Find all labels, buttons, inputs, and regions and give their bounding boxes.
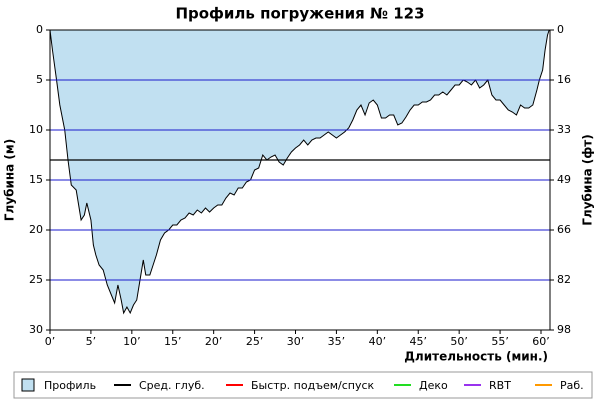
x-tick-label: 5’ [86,335,97,348]
legend-label: Раб. [560,379,584,392]
y-tick-label: 10 [29,123,43,136]
x-tick-label: 45’ [409,335,427,348]
y-tick-label: 15 [29,173,43,186]
chart-title: Профиль погружения № 123 [175,5,424,23]
y2-tick-label: 33 [557,123,571,136]
plot-border [49,29,551,331]
y2-tick-label: 49 [557,173,571,186]
profile-area [49,29,550,315]
legend-box [13,371,593,399]
x-tick-label: 30’ [287,335,305,348]
legend-label: Сред. глуб. [139,379,205,392]
legend-label: RBT [489,379,511,392]
legend-label: Деко [419,379,448,392]
legend-label: Профиль [44,379,96,392]
y-tick-label: 25 [29,273,43,286]
x-tick-label: 50’ [450,335,468,348]
y-tick-label: 5 [36,73,43,86]
x-tick-label: 60’ [532,335,550,348]
x-tick-label: 0’ [45,335,56,348]
y-tick-label: 30 [29,323,43,336]
y2-tick-label: 98 [557,323,571,336]
y-tick-label: 20 [29,223,43,236]
x-tick-label: 20’ [205,335,223,348]
legend-swatch [21,378,35,392]
x-tick-label: 15’ [164,335,182,348]
x-tick-label: 10’ [123,335,141,348]
y2-axis-label: Глубина (фт) [581,134,595,225]
x-tick-label: 35’ [328,335,346,348]
x-axis-label: Длительность (мин.) [404,350,548,364]
y-tick-label: 0 [36,23,43,36]
legend-label: Быстр. подъем/спуск [251,379,375,392]
y-axis-label: Глубина (м) [3,139,17,221]
y2-tick-label: 0 [557,23,564,36]
x-tick-label: 25’ [246,335,264,348]
y2-tick-label: 82 [557,273,571,286]
x-tick-label: 40’ [369,335,387,348]
y2-tick-label: 16 [557,73,571,86]
y2-tick-label: 66 [557,223,571,236]
x-tick-label: 55’ [491,335,509,348]
